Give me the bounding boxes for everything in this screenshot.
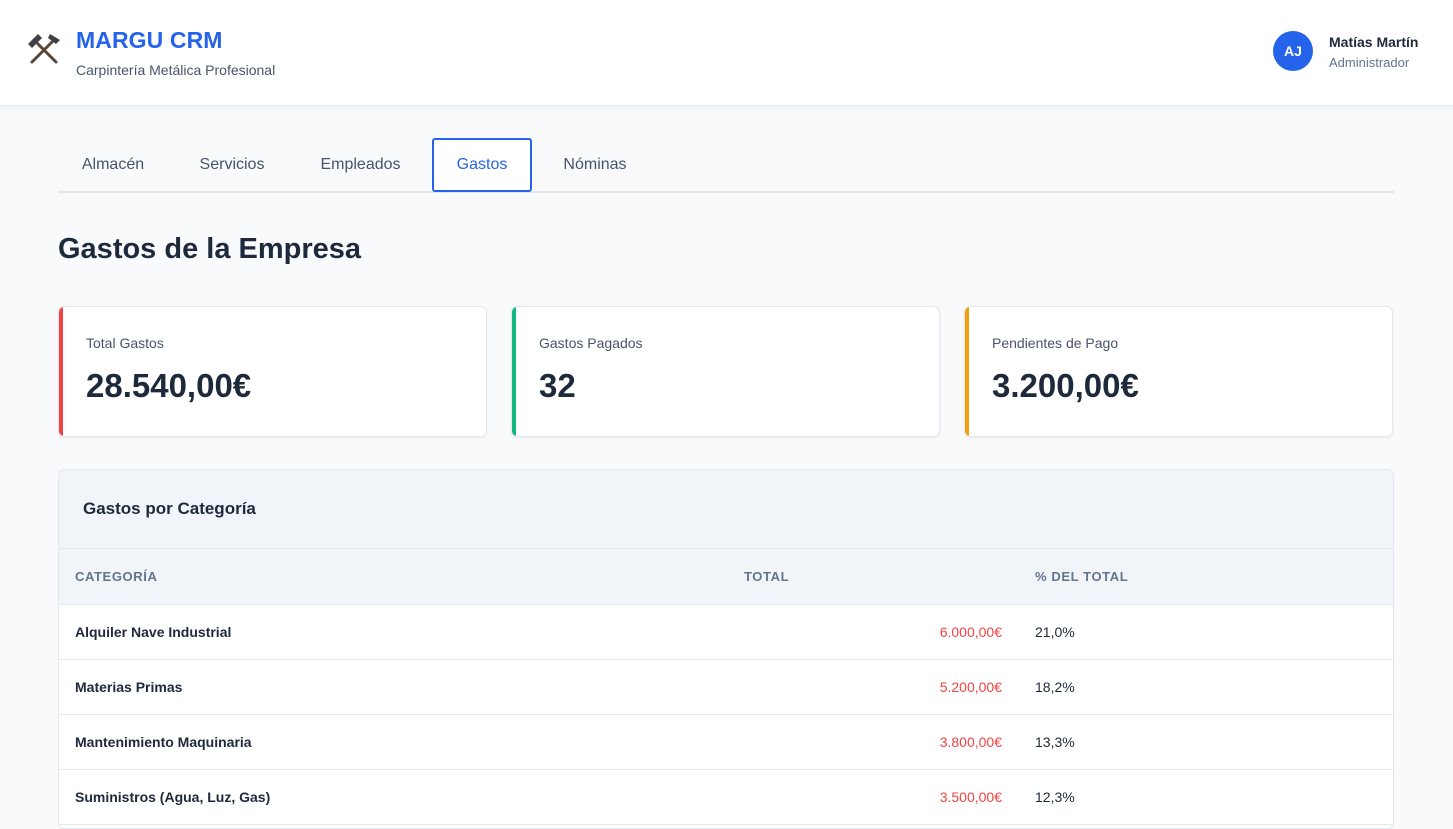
tab-empleados[interactable]: Empleados bbox=[320, 156, 401, 173]
stat-card-gastos-pagados: Gastos Pagados 32 bbox=[511, 306, 940, 437]
stat-value: 3.200,00€ bbox=[992, 367, 1139, 404]
stat-label: Gastos Pagados bbox=[539, 335, 643, 351]
category-cell: Mantenimiento Maquinaria bbox=[75, 734, 252, 750]
percent-cell: 12,3% bbox=[1035, 789, 1075, 805]
category-cell: Suministros (Agua, Luz, Gas) bbox=[75, 789, 271, 805]
percent-cell: 21,0% bbox=[1035, 624, 1075, 640]
user-name: Matías Martín bbox=[1329, 34, 1419, 50]
tab-servicios[interactable]: Servicios bbox=[199, 156, 265, 173]
stat-label: Pendientes de Pago bbox=[992, 335, 1119, 351]
stat-label: Total Gastos bbox=[86, 335, 164, 351]
table-row[interactable]: Suministros (Agua, Luz, Gas) 3.500,00€ 1… bbox=[59, 770, 1393, 825]
table-row[interactable]: Mantenimiento Maquinaria 3.800,00€ 13,3% bbox=[59, 715, 1393, 770]
avatar[interactable]: AJ bbox=[1273, 31, 1313, 71]
total-cell: 3.500,00€ bbox=[939, 789, 1002, 805]
stat-value: 28.540,00€ bbox=[86, 367, 252, 404]
total-cell: 3.800,00€ bbox=[939, 734, 1002, 750]
table-row[interactable]: Materias Primas 5.200,00€ 18,2% bbox=[59, 660, 1393, 715]
tab-gastos[interactable]: Gastos bbox=[432, 138, 532, 192]
app-header: MARGU CRM Carpintería Metálica Profesion… bbox=[0, 0, 1453, 106]
module-tabs: Almacén Servicios Empleados Gastos Nómin… bbox=[58, 138, 1394, 193]
column-header-percent[interactable]: % DEL TOTAL bbox=[1035, 569, 1129, 584]
tab-nominas[interactable]: Nóminas bbox=[563, 156, 627, 173]
stat-card-pendientes: Pendientes de Pago 3.200,00€ bbox=[964, 306, 1393, 437]
brand-subtitle: Carpintería Metálica Profesional bbox=[76, 62, 276, 78]
total-cell: 5.200,00€ bbox=[939, 679, 1002, 695]
panel-header: Gastos por Categoría bbox=[59, 470, 1393, 549]
percent-cell: 18,2% bbox=[1035, 679, 1075, 695]
table-header: CATEGORÍA TOTAL % DEL TOTAL bbox=[59, 549, 1393, 605]
percent-cell: 13,3% bbox=[1035, 734, 1075, 750]
brand-name[interactable]: MARGU CRM bbox=[76, 27, 223, 53]
table-row[interactable]: Alquiler Nave Industrial 6.000,00€ 21,0% bbox=[59, 605, 1393, 660]
column-header-total[interactable]: TOTAL bbox=[744, 569, 790, 584]
stat-card-total-gastos: Total Gastos 28.540,00€ bbox=[58, 306, 487, 437]
card-accent-bar bbox=[59, 307, 63, 436]
user-role: Administrador bbox=[1329, 55, 1410, 70]
stat-value: 32 bbox=[539, 367, 576, 404]
category-cell: Materias Primas bbox=[75, 679, 183, 695]
card-accent-bar bbox=[965, 307, 969, 436]
card-accent-bar bbox=[512, 307, 516, 436]
column-header-category[interactable]: CATEGORÍA bbox=[75, 569, 158, 584]
page-title: Gastos de la Empresa bbox=[58, 233, 362, 265]
category-panel: Gastos por Categoría CATEGORÍA TOTAL % D… bbox=[58, 469, 1394, 829]
panel-title: Gastos por Categoría bbox=[83, 499, 256, 518]
total-cell: 6.000,00€ bbox=[939, 624, 1002, 640]
category-cell: Alquiler Nave Industrial bbox=[75, 624, 232, 640]
tab-almacen[interactable]: Almacén bbox=[81, 156, 145, 173]
hammer-pick-icon bbox=[26, 32, 62, 68]
